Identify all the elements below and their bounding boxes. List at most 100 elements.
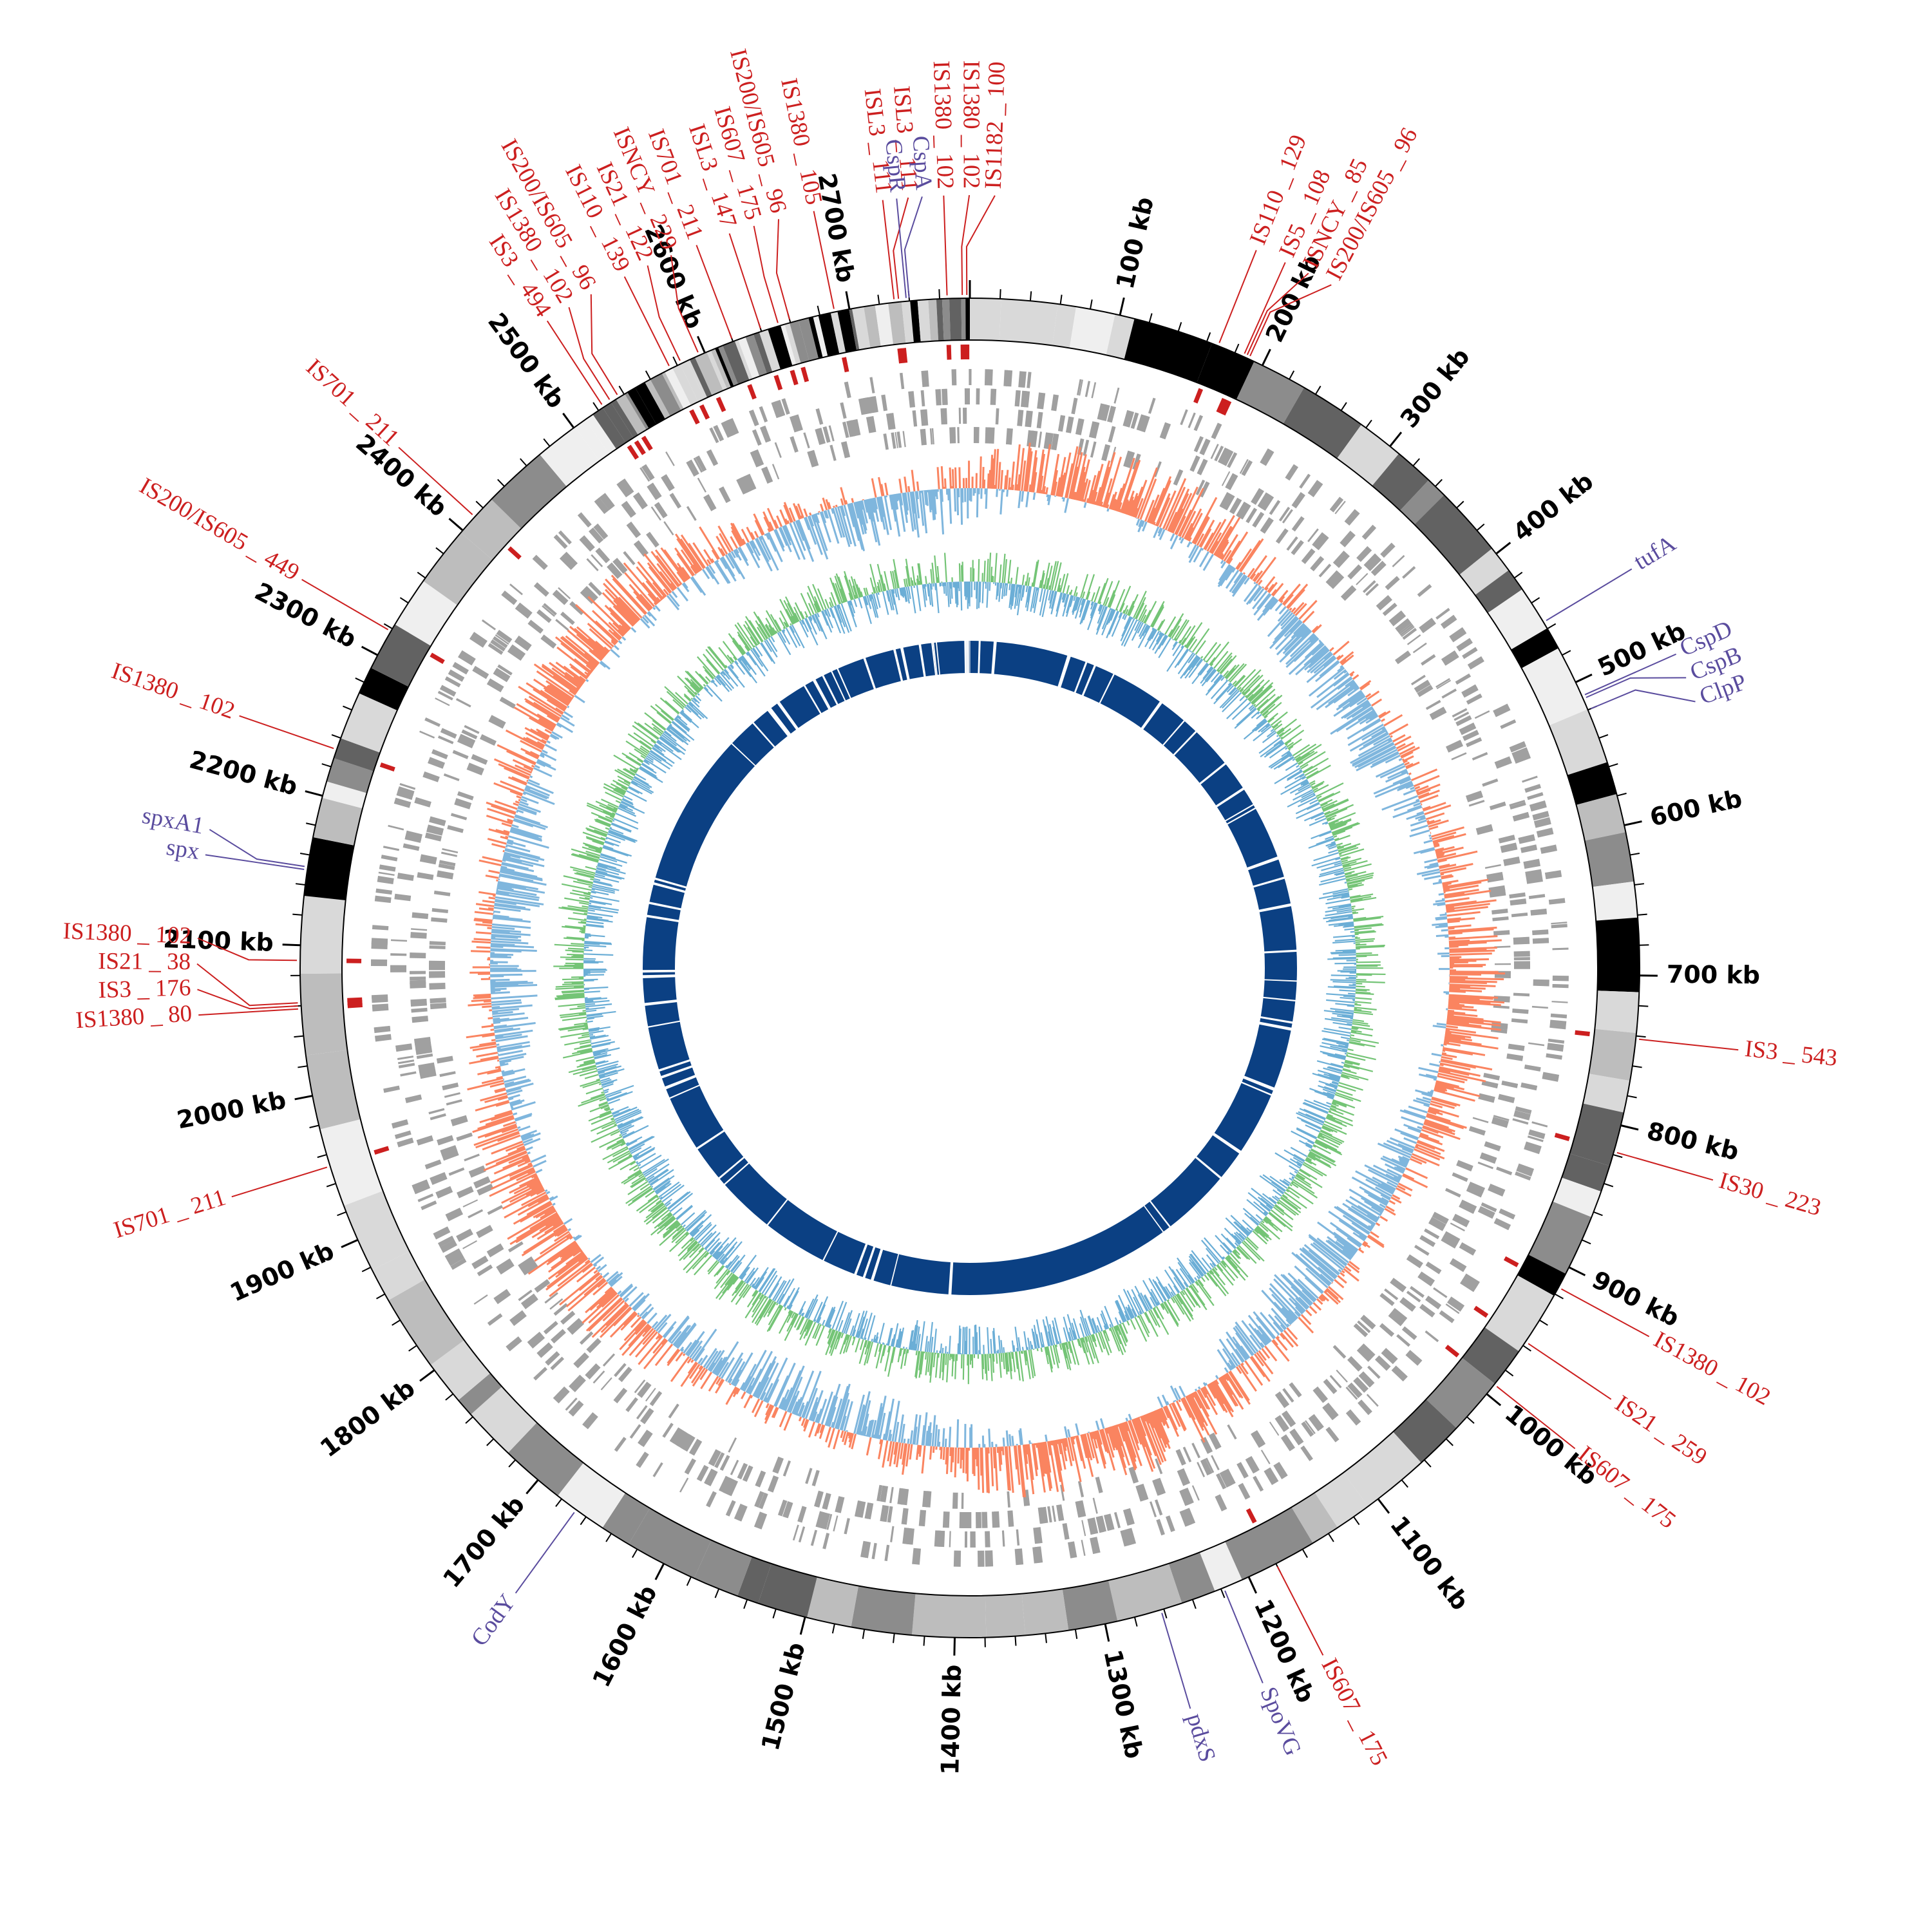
gc-bar <box>1332 640 1350 656</box>
skew-bar <box>1326 917 1354 923</box>
gc-bar <box>1100 501 1103 507</box>
skew-bar <box>1296 1112 1323 1126</box>
gene-tile <box>1056 1504 1061 1521</box>
gc-bar <box>1418 790 1440 800</box>
skew-bar <box>1311 830 1332 840</box>
skew-bar <box>1335 872 1345 876</box>
gc-bar <box>1226 540 1241 564</box>
gc-bar <box>716 1341 739 1376</box>
skew-bar <box>920 1351 925 1375</box>
gc-bar <box>1447 1013 1454 1016</box>
gc-bar <box>1240 538 1264 573</box>
gc-bar <box>1415 814 1425 820</box>
gc-bar <box>497 883 545 894</box>
gc-bar <box>705 566 715 580</box>
gc-bar <box>473 993 491 997</box>
skew-bar <box>1015 567 1019 585</box>
gc-bar <box>1233 572 1243 584</box>
gc-bar <box>1433 1078 1437 1081</box>
gene-tile <box>1007 1491 1010 1508</box>
gene-tile <box>1081 1539 1086 1556</box>
skew-bar <box>1309 1088 1334 1098</box>
gc-bar <box>1151 1411 1168 1445</box>
gene-tile <box>1135 1484 1147 1502</box>
gene-tile <box>632 492 648 509</box>
skew-bar <box>1142 1280 1158 1307</box>
gc-bar <box>654 1343 674 1367</box>
gc-bar <box>1325 1289 1341 1303</box>
gc-bar <box>590 1254 601 1264</box>
skew-bar <box>1106 611 1119 639</box>
skew-bar <box>1066 1314 1076 1340</box>
gc-bar <box>531 770 533 773</box>
gc-bar <box>1082 499 1085 502</box>
gc-bar <box>1443 878 1489 889</box>
gene-tile <box>961 1492 964 1509</box>
gc-bar <box>796 1413 799 1416</box>
gene-tile <box>381 855 398 862</box>
skew-bar <box>1270 728 1274 732</box>
gc-bar <box>1399 745 1416 755</box>
gc-bar <box>525 700 560 722</box>
skew-bar <box>1054 1344 1061 1363</box>
gc-bar <box>535 1206 554 1219</box>
gc-bar <box>1104 1428 1115 1458</box>
skew-bar <box>1298 1169 1311 1177</box>
skew-bar <box>933 1352 936 1368</box>
gene-tile <box>457 1186 474 1198</box>
gene-tile <box>1512 1008 1529 1014</box>
gc-bar <box>1419 1133 1440 1143</box>
skew-bar <box>1081 598 1084 605</box>
skew-bar <box>1137 1316 1139 1318</box>
gc-bar <box>630 627 637 633</box>
gc-bar <box>475 931 492 934</box>
gc-bar <box>504 1075 527 1083</box>
gc-bar <box>1179 488 1204 537</box>
skew-bar <box>930 1336 934 1353</box>
gc-bar <box>1421 1092 1433 1097</box>
gc-bar <box>508 1153 529 1164</box>
gc-bar <box>1347 723 1384 746</box>
gc-bar <box>478 907 494 911</box>
skew-bar <box>1197 662 1208 676</box>
gc-bar <box>515 764 533 774</box>
gc-bar <box>1081 1434 1094 1477</box>
gc-bar <box>1217 539 1229 558</box>
gene-tile <box>634 1379 646 1394</box>
gc-bar <box>1388 1200 1396 1205</box>
skew-bar <box>1177 1262 1194 1284</box>
tick <box>1119 297 1125 316</box>
gene-tile <box>1356 546 1372 562</box>
gc-bar <box>1413 802 1421 807</box>
gc-bar <box>610 612 630 632</box>
gc-bar <box>1058 1439 1066 1470</box>
skew-bar <box>1233 1221 1249 1236</box>
skew-bar <box>920 1321 925 1352</box>
skew-bar <box>1263 1218 1278 1231</box>
gc-bar <box>1279 630 1312 663</box>
gc-bar <box>772 1407 779 1419</box>
skew-bar <box>1204 1274 1209 1281</box>
gc-bar <box>1333 685 1359 704</box>
gc-bar <box>808 1397 819 1421</box>
skew-bar <box>1049 591 1055 609</box>
skew-bar <box>1227 682 1231 686</box>
skew-bar <box>1347 884 1364 889</box>
gc-bar <box>1294 1306 1303 1315</box>
gene-tile <box>665 451 675 466</box>
gc-bar <box>1385 1163 1405 1174</box>
skew-bar <box>1353 1011 1374 1016</box>
gc-bar <box>545 1216 561 1227</box>
skew-bar <box>1067 1341 1072 1354</box>
gc-bar <box>491 843 506 849</box>
gc-bar <box>1316 1298 1323 1305</box>
gc-bar <box>1449 972 1506 975</box>
gc-bar <box>636 566 664 600</box>
gc-bar <box>699 1354 708 1366</box>
gc-bar <box>490 949 522 952</box>
gene-tile <box>438 863 455 871</box>
skew-bar <box>1206 669 1217 683</box>
gene-tile <box>1524 1141 1542 1152</box>
gc-bar <box>1435 850 1443 855</box>
skew-bar <box>1151 627 1154 630</box>
